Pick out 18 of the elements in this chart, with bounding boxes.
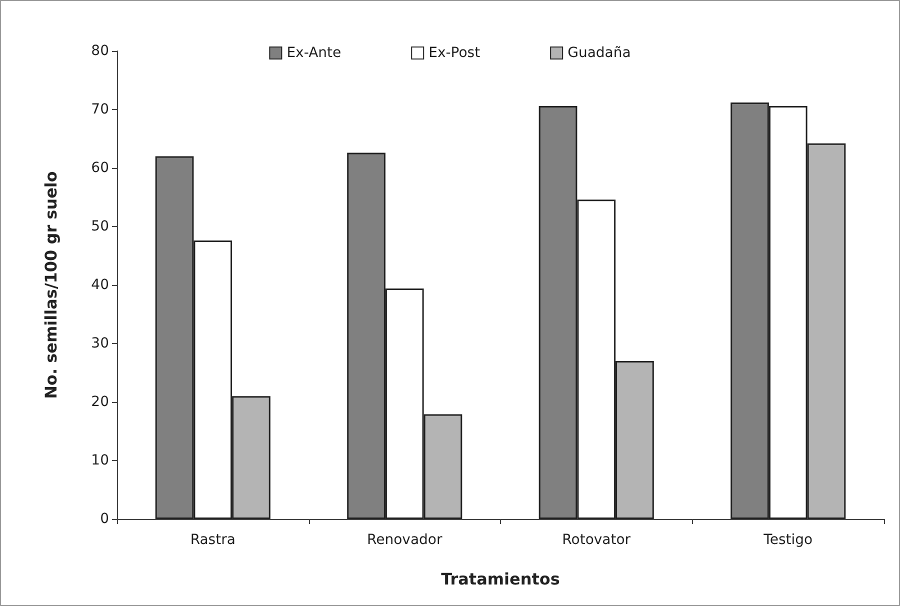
y-tick-label: 60 [91, 160, 109, 176]
x-tick-label: Testigo [762, 532, 813, 548]
y-tick-label: 40 [91, 277, 109, 293]
y-tick-label: 0 [100, 511, 109, 527]
y-tick-label: 10 [91, 452, 109, 468]
legend-label: Ex-Post [428, 45, 481, 61]
y-axis-title: No. semillas/100 gr suelo [42, 171, 60, 399]
y-tick-label: 50 [91, 218, 109, 234]
x-tick-label: Rotovator [562, 532, 631, 548]
x-tick-label: Rastra [190, 532, 236, 548]
x-axis-title: Tratamientos [441, 570, 560, 588]
legend-label: Guadaña [568, 45, 631, 61]
y-tick-label: 30 [91, 336, 109, 352]
x-tick-label: Renovador [367, 532, 442, 548]
y-tick-label: 70 [91, 102, 109, 118]
y-tick-label: 20 [91, 394, 109, 410]
y-tick-label: 80 [91, 43, 109, 59]
legend-label: Ex-Ante [286, 45, 342, 61]
